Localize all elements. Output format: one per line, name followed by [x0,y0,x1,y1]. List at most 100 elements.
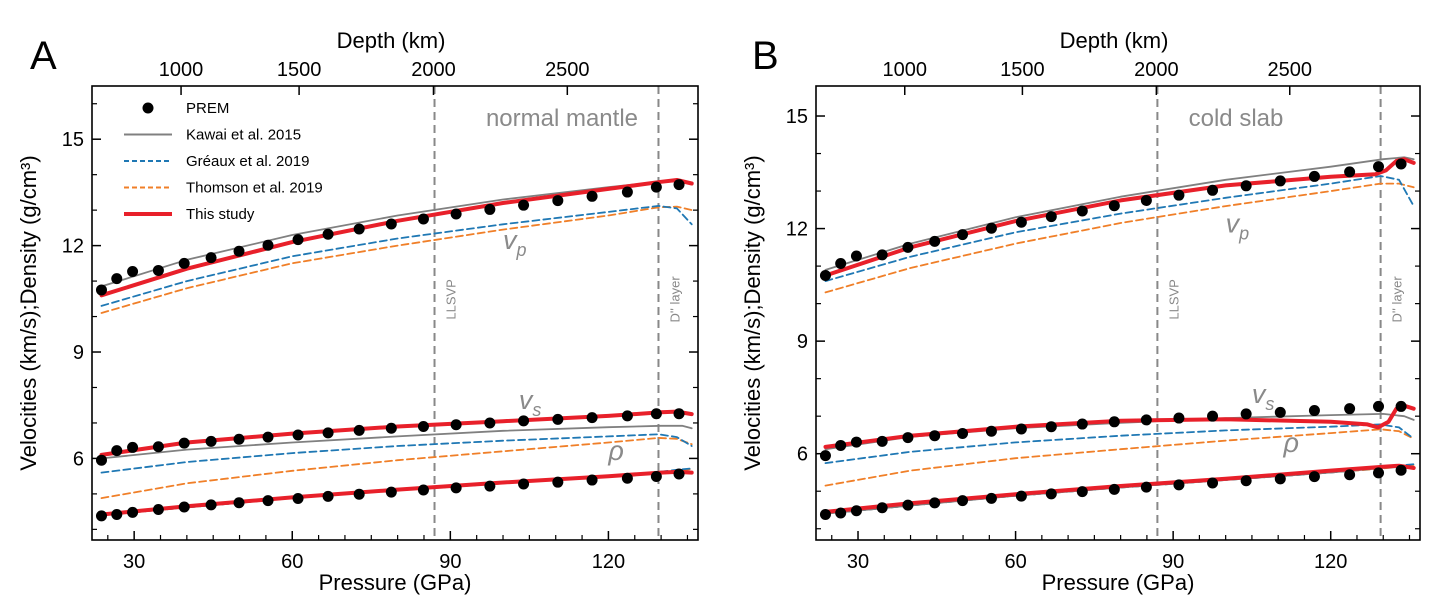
plot-frame [91,85,699,541]
prem-point [127,506,139,518]
prem-point [1015,490,1027,502]
prem-point [450,482,462,494]
y-tick-label: 15 [786,106,808,128]
prem-point [902,241,914,253]
prem-point [1015,423,1027,435]
series-line-thomson-et-al-2019-0 [100,205,693,314]
top-axis-title: Depth (km) [337,28,446,53]
curve-label: vp [1226,208,1250,243]
prem-point [1173,189,1185,201]
prem-point [835,507,847,519]
prem-point [1108,416,1120,428]
x-tick-label: 30 [847,551,869,573]
top-tick-label: 2500 [545,59,590,81]
vline-label-llsvp: LLSVP [1166,279,1181,319]
vline-label-d-layer: D'' layer [1390,276,1405,323]
series-line-gr-aux-et-al-2019-1 [824,423,1415,464]
prem-point [484,203,496,215]
series-line-gr-aux-et-al-2019-0 [824,175,1415,282]
curve-label: vs [519,385,542,420]
prem-point [450,419,462,431]
prem-point [850,250,862,262]
series-line-gr-aux-et-al-2019-1 [100,433,693,474]
prem-point [1207,184,1219,196]
prem-point [1045,421,1057,433]
x-tick-label: 90 [1162,551,1184,573]
prem-point [385,422,397,434]
prem-point [876,249,888,261]
series-line-kawai-et-al-2015-0 [100,180,693,288]
prem-point [1373,400,1385,412]
prem-point [929,497,941,509]
prem-point [152,441,164,453]
series-line-kawai-et-al-2015-1 [100,424,693,460]
prem-point [178,501,190,513]
curve-label: ρ [1282,428,1298,458]
prem-point [111,508,123,520]
prem-point [902,499,914,511]
prem-point [819,450,831,462]
prem-point [850,436,862,448]
panel-label-b: B [752,34,779,78]
prem-point [650,471,662,483]
top-tick-label: 1500 [277,59,322,81]
top-tick-label: 1500 [1000,59,1045,81]
prem-point [233,433,245,445]
top-tick-label: 1000 [159,59,204,81]
prem-point [233,497,245,509]
prem-point [1015,216,1027,228]
prem-point [1108,200,1120,212]
region-label: normal mantle [486,105,638,132]
curve-label-sub: p [1238,223,1249,243]
prem-point [1308,471,1320,483]
y-tick-label: 9 [73,342,84,364]
prem-point [819,508,831,520]
prem-point [484,480,496,492]
prem-point [1207,410,1219,422]
x-tick-label: 90 [439,551,461,573]
prem-point [929,235,941,247]
prem-point [322,427,334,439]
series-line-this-study-0 [99,178,694,298]
x-tick-label: 120 [1314,551,1347,573]
legend-entry: Gréaux et al. 2019 [186,153,309,170]
prem-point [850,505,862,517]
prem-point [1274,406,1286,418]
curve-label-sub: s [1265,394,1274,414]
prem-point [518,415,530,427]
curve-label: vs [1252,379,1275,414]
prem-point [1395,158,1407,170]
curve-label-sub: s [532,400,541,420]
y-tick-label: 9 [797,331,808,353]
prem-point [985,222,997,234]
prem-point [1207,477,1219,489]
prem-point [385,218,397,230]
prem-point [835,257,847,269]
prem-point [353,223,365,235]
prem-point [417,421,429,432]
prem-point [621,472,633,484]
prem-point [205,252,217,264]
prem-point [1395,464,1407,476]
prem-point [586,190,598,202]
series-line-kawai-et-al-2015-0 [824,156,1415,271]
prem-point [262,495,274,507]
prem-point [152,503,164,515]
series-line-this-study-2 [99,469,694,517]
legend-marker [142,102,154,114]
top-axis-title: Depth (km) [1060,28,1169,53]
prem-point [127,441,139,453]
prem-point [1173,479,1185,491]
y-tick-label: 6 [73,448,84,470]
legend-entry: PREM [186,100,229,117]
prem-point [262,431,274,443]
prem-point [1045,211,1057,223]
prem-point [1076,205,1088,217]
prem-point [586,474,598,486]
prem-point [353,424,365,436]
top-tick-label: 2500 [1267,59,1312,81]
prem-point [1240,475,1252,487]
x-axis-title: Pressure (GPa) [1042,570,1195,595]
vline-label-llsvp: LLSVP [444,279,459,319]
curve-label: ρ [607,436,623,466]
